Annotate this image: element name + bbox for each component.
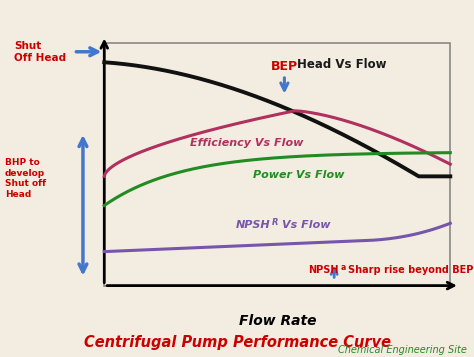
Text: Efficiency Vs Flow: Efficiency Vs Flow [190,138,303,148]
Text: BEP: BEP [271,60,298,73]
Text: Flow Rate: Flow Rate [238,314,316,328]
Text: Chemical Engineering Site: Chemical Engineering Site [338,345,467,355]
Text: NPSH: NPSH [236,220,270,230]
Text: a: a [340,263,346,272]
Text: BHP to
develop
Shut off
Head: BHP to develop Shut off Head [5,159,46,198]
Text: Power Vs Flow: Power Vs Flow [253,170,344,180]
Text: Vs Flow: Vs Flow [282,220,330,230]
Text: Sharp rise beyond BEP: Sharp rise beyond BEP [348,265,474,275]
Text: NPSH: NPSH [309,265,339,275]
Text: Centrifugal Pump Performance Curve: Centrifugal Pump Performance Curve [83,335,391,350]
Text: Head Vs Flow: Head Vs Flow [297,58,386,71]
Text: R: R [272,218,278,227]
Text: Shut
Off Head: Shut Off Head [14,41,66,62]
